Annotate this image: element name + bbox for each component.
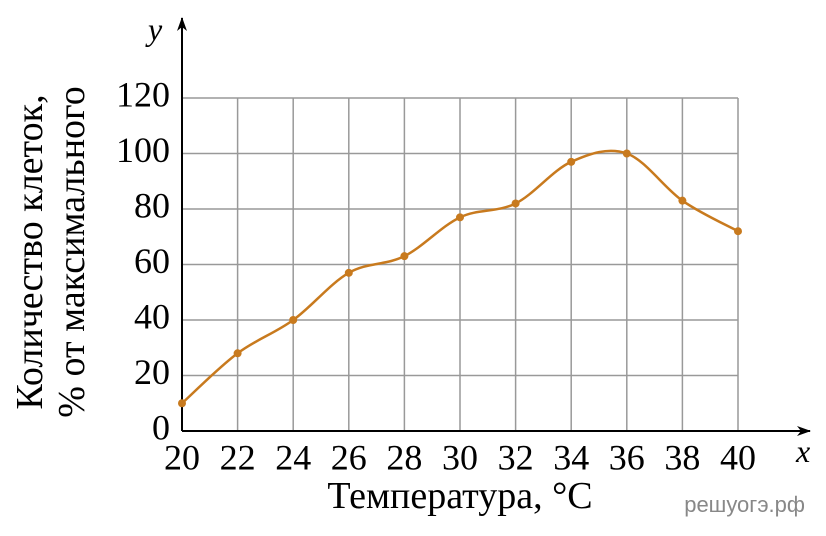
x-tick-label: 24 xyxy=(275,437,311,477)
point xyxy=(233,349,242,358)
x-tick-label: 22 xyxy=(220,437,256,477)
x-axis-name: x xyxy=(795,433,810,469)
watermark: решуогэ.рф xyxy=(684,492,805,517)
point xyxy=(511,199,520,208)
point xyxy=(622,149,631,158)
x-axis-label: Температура, °C xyxy=(327,475,592,517)
point xyxy=(289,316,298,324)
x-tick-label: 20 xyxy=(164,437,200,477)
y-axis-label: Количество клеток, xyxy=(9,94,51,409)
point xyxy=(344,268,353,277)
x-tick-label: 34 xyxy=(553,437,589,477)
y-tick-label: 20 xyxy=(134,352,170,392)
x-tick-label: 28 xyxy=(386,437,422,477)
y-axis-label: % от максимального xyxy=(51,86,93,417)
y-tick-label: 100 xyxy=(116,130,170,170)
grid xyxy=(181,97,739,432)
y-tick-label: 0 xyxy=(152,407,170,447)
point xyxy=(567,157,576,166)
y-axis-name: y xyxy=(145,11,163,47)
x-tick-label: 40 xyxy=(720,437,756,477)
point xyxy=(734,227,742,236)
x-tick-label: 32 xyxy=(498,437,534,477)
y-tick-label: 80 xyxy=(134,185,170,225)
y-tick-label: 120 xyxy=(116,74,170,114)
point xyxy=(400,252,409,261)
x-tick-label: 26 xyxy=(331,437,367,477)
x-tick-label: 38 xyxy=(664,437,700,477)
point xyxy=(456,213,464,222)
x-tick-label: 36 xyxy=(609,437,645,477)
y-tick-label: 60 xyxy=(134,241,170,281)
point xyxy=(178,399,186,408)
x-tick-label: 30 xyxy=(442,437,478,477)
point xyxy=(678,196,687,205)
y-tick-label: 40 xyxy=(134,296,170,336)
